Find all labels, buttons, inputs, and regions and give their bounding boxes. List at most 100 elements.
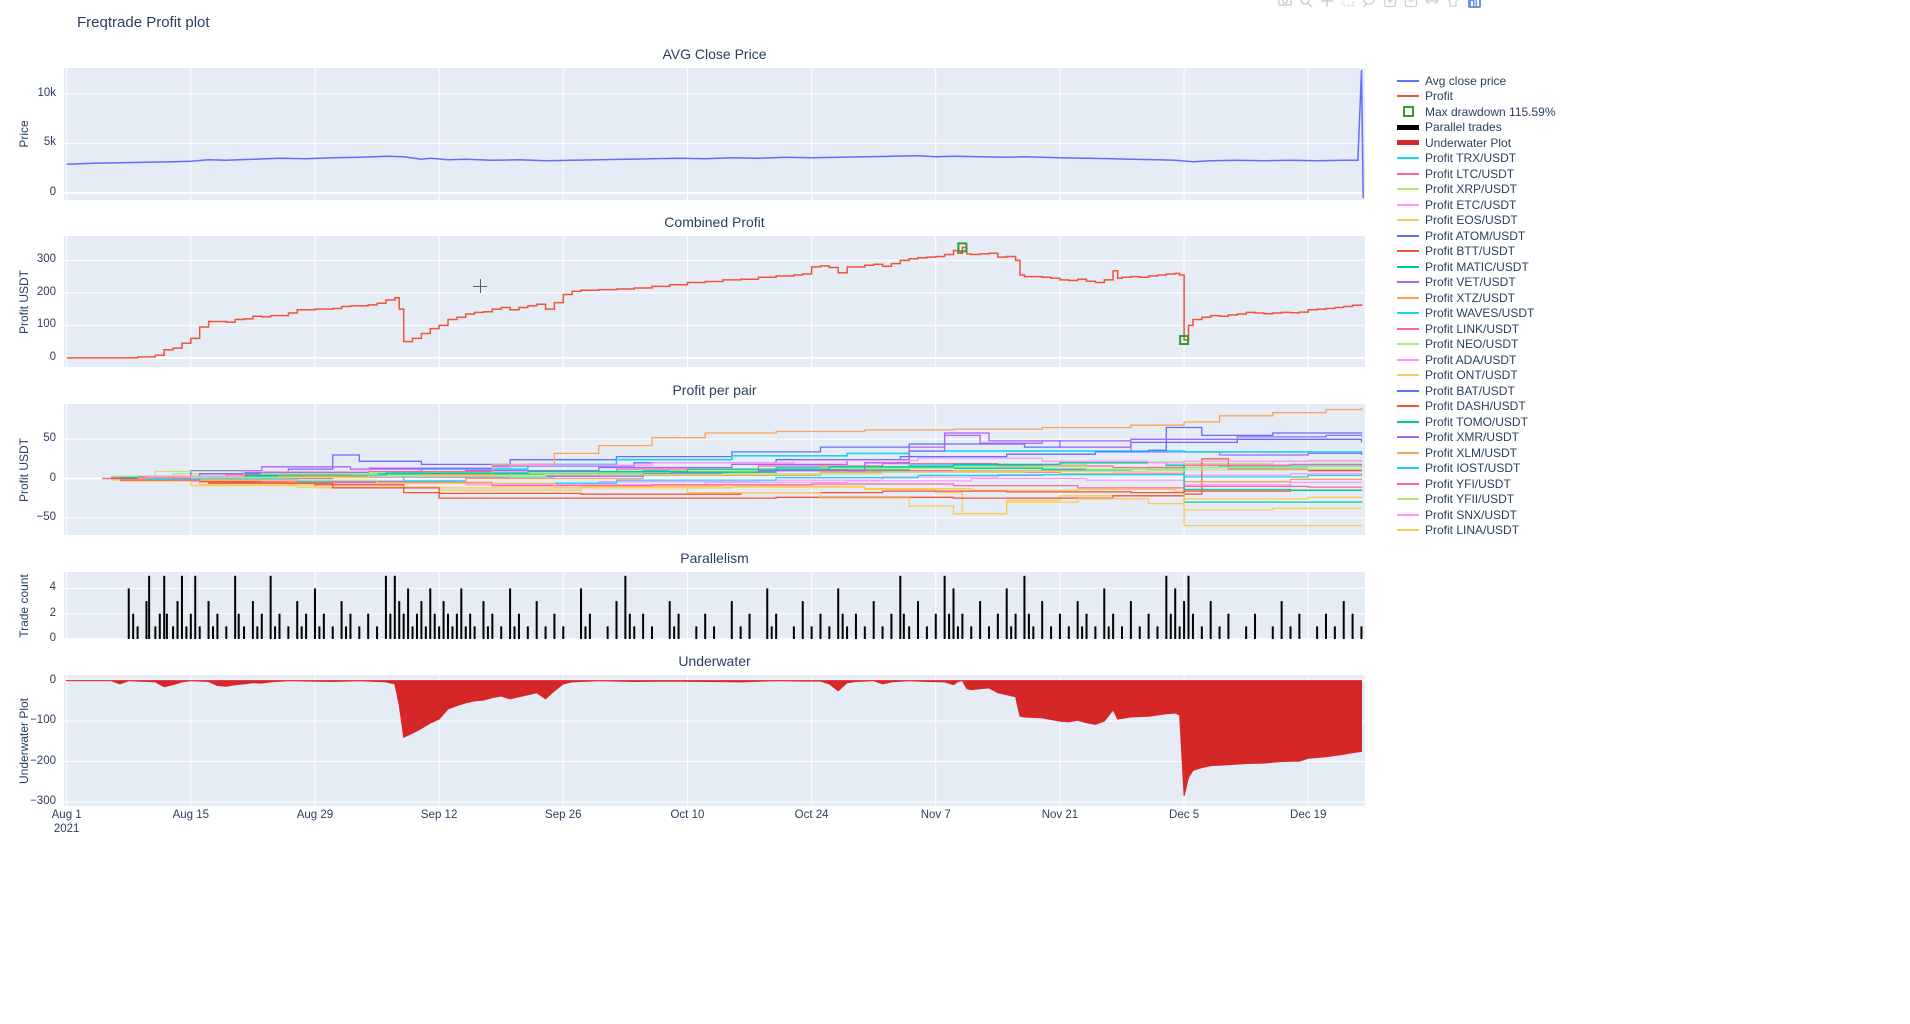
legend-line-icon (1396, 281, 1420, 284)
pan-icon[interactable] (1318, 0, 1336, 9)
legend-line-icon (1396, 436, 1420, 439)
legend-item-profit-tomo-usdt[interactable]: Profit TOMO/USDT (1396, 414, 1576, 430)
bar-Parallel trades (624, 575, 627, 639)
bar-Parallel trades (642, 613, 645, 639)
legend-item-profit-waves-usdt[interactable]: Profit WAVES/USDT (1396, 306, 1576, 322)
legend-item-profit-iost-usdt[interactable]: Profit IOST/USDT (1396, 461, 1576, 477)
camera-icon[interactable] (1276, 0, 1294, 9)
bar-Parallel trades (243, 626, 246, 639)
legend-line-icon (1396, 265, 1420, 268)
x-tick-label: Sep 12 (420, 809, 458, 821)
series-Profit YFI/USDT (173, 479, 1363, 489)
legend-item-profit-btt-usdt[interactable]: Profit BTT/USDT (1396, 244, 1576, 260)
legend-item-avg-close-price[interactable]: Avg close price (1396, 73, 1576, 89)
legend-item-profit-dash-usdt[interactable]: Profit DASH/USDT (1396, 399, 1576, 415)
legend-label: Profit TOMO/USDT (1425, 414, 1528, 429)
legend-item-profit-trx-usdt[interactable]: Profit TRX/USDT (1396, 151, 1576, 167)
legend-item-profit-lina-usdt[interactable]: Profit LINA/USDT (1396, 523, 1576, 539)
y-tick-label: 50 (43, 432, 56, 445)
legend-glyph (1397, 219, 1419, 222)
bar-Parallel trades (469, 613, 472, 639)
legend-item-profit-ltc-usdt[interactable]: Profit LTC/USDT (1396, 166, 1576, 182)
bar-Parallel trades (256, 626, 259, 639)
legend-item-profit-neo-usdt[interactable]: Profit NEO/USDT (1396, 337, 1576, 353)
bar-Parallel trades (1027, 613, 1030, 639)
legend-item-profit-atom-usdt[interactable]: Profit ATOM/USDT (1396, 228, 1576, 244)
zoom-icon[interactable] (1297, 0, 1315, 9)
bar-Parallel trades (411, 626, 414, 639)
subplot-title: Combined Profit (664, 214, 765, 230)
legend-item-max-drawdown-115-59-[interactable]: Max drawdown 115.59% (1396, 104, 1576, 120)
max-drawdown-marker-icon (1396, 106, 1420, 118)
legend-item-profit-xrp-usdt[interactable]: Profit XRP/USDT (1396, 182, 1576, 198)
bar-Parallel trades (1200, 626, 1203, 639)
legend-item-profit-matic-usdt[interactable]: Profit MATIC/USDT (1396, 259, 1576, 275)
legend-line-icon (1396, 157, 1420, 160)
y-tick-label: 5k (43, 136, 56, 149)
legend-item-underwater-plot[interactable]: Underwater Plot (1396, 135, 1576, 151)
bar-Parallel trades (1324, 613, 1327, 639)
legend-item-profit-ada-usdt[interactable]: Profit ADA/USDT (1396, 352, 1576, 368)
bar-Parallel trades (349, 613, 352, 639)
legend-item-profit-yfi-usdt[interactable]: Profit YFI/USDT (1396, 476, 1576, 492)
bar-Parallel trades (251, 601, 254, 639)
legend-item-profit-xmr-usdt[interactable]: Profit XMR/USDT (1396, 430, 1576, 446)
bar-Parallel trades (695, 626, 698, 639)
legend-line-icon (1396, 343, 1420, 346)
bar-Parallel trades (158, 613, 161, 639)
legend-line-icon (1396, 358, 1420, 361)
bar-Parallel trades (526, 626, 529, 639)
bar-Parallel trades (145, 601, 148, 639)
zoom-out-icon[interactable] (1402, 0, 1420, 9)
bar-Parallel trades (1138, 626, 1141, 639)
legend-item-profit-eos-usdt[interactable]: Profit EOS/USDT (1396, 213, 1576, 229)
legend-item-profit-etc-usdt[interactable]: Profit ETC/USDT (1396, 197, 1576, 213)
bar-Parallel trades (588, 613, 591, 639)
reset-axes-icon[interactable] (1444, 0, 1462, 9)
bar-Parallel trades (1333, 626, 1336, 639)
autoscale-icon[interactable] (1423, 0, 1441, 9)
bar-Parallel trades (1178, 626, 1181, 639)
y-tick-label: 0 (49, 471, 56, 484)
legend-item-profit-yfii-usdt[interactable]: Profit YFII/USDT (1396, 492, 1576, 508)
bar-Parallel trades (801, 601, 804, 639)
legend-item-parallel-trades[interactable]: Parallel trades (1396, 120, 1576, 136)
x-tick-label: Sep 26 (545, 809, 582, 821)
legend-item-profit-vet-usdt[interactable]: Profit VET/USDT (1396, 275, 1576, 291)
bar-Parallel trades (792, 626, 795, 639)
bar-Parallel trades (1280, 601, 1283, 639)
bar-Parallel trades (917, 601, 920, 639)
bar-Parallel trades (473, 626, 476, 639)
legend-item-profit-snx-usdt[interactable]: Profit SNX/USDT (1396, 507, 1576, 523)
bar-Parallel trades (393, 575, 396, 639)
legend-label: Profit XMR/USDT (1425, 430, 1520, 445)
legend-line-icon (1396, 188, 1420, 191)
bar-Parallel trades (580, 588, 583, 639)
legend-item-profit-ont-usdt[interactable]: Profit ONT/USDT (1396, 368, 1576, 384)
bar-Parallel trades (384, 575, 387, 639)
legend-item-profit-bat-usdt[interactable]: Profit BAT/USDT (1396, 383, 1576, 399)
legend-glyph (1397, 124, 1419, 130)
bar-Parallel trades (1209, 601, 1212, 639)
bar-Parallel trades (163, 575, 166, 639)
legend-item-profit[interactable]: Profit (1396, 89, 1576, 105)
legend-label: Profit VET/USDT (1425, 275, 1516, 290)
box-select-icon[interactable] (1339, 0, 1357, 9)
plotly-logo[interactable] (1465, 0, 1483, 9)
bar-Parallel trades (172, 626, 175, 639)
lasso-select-icon[interactable] (1360, 0, 1378, 9)
x-tick-label: Aug 1 2021 (51, 809, 82, 835)
bar-Parallel trades (615, 601, 618, 639)
legend-item-profit-xlm-usdt[interactable]: Profit XLM/USDT (1396, 445, 1576, 461)
legend-item-profit-xtz-usdt[interactable]: Profit XTZ/USDT (1396, 290, 1576, 306)
y-axis-title: Underwater Plot (17, 697, 31, 784)
bar-Parallel trades (948, 613, 951, 639)
subplot-canvas-3 (64, 572, 1365, 639)
bar-Parallel trades (513, 626, 516, 639)
legend-item-profit-link-usdt[interactable]: Profit LINK/USDT (1396, 321, 1576, 337)
legend-line-icon (1396, 79, 1420, 82)
bar-Parallel trades (225, 626, 228, 639)
legend-label: Profit YFI/USDT (1425, 476, 1511, 491)
zoom-in-icon[interactable] (1381, 0, 1399, 9)
